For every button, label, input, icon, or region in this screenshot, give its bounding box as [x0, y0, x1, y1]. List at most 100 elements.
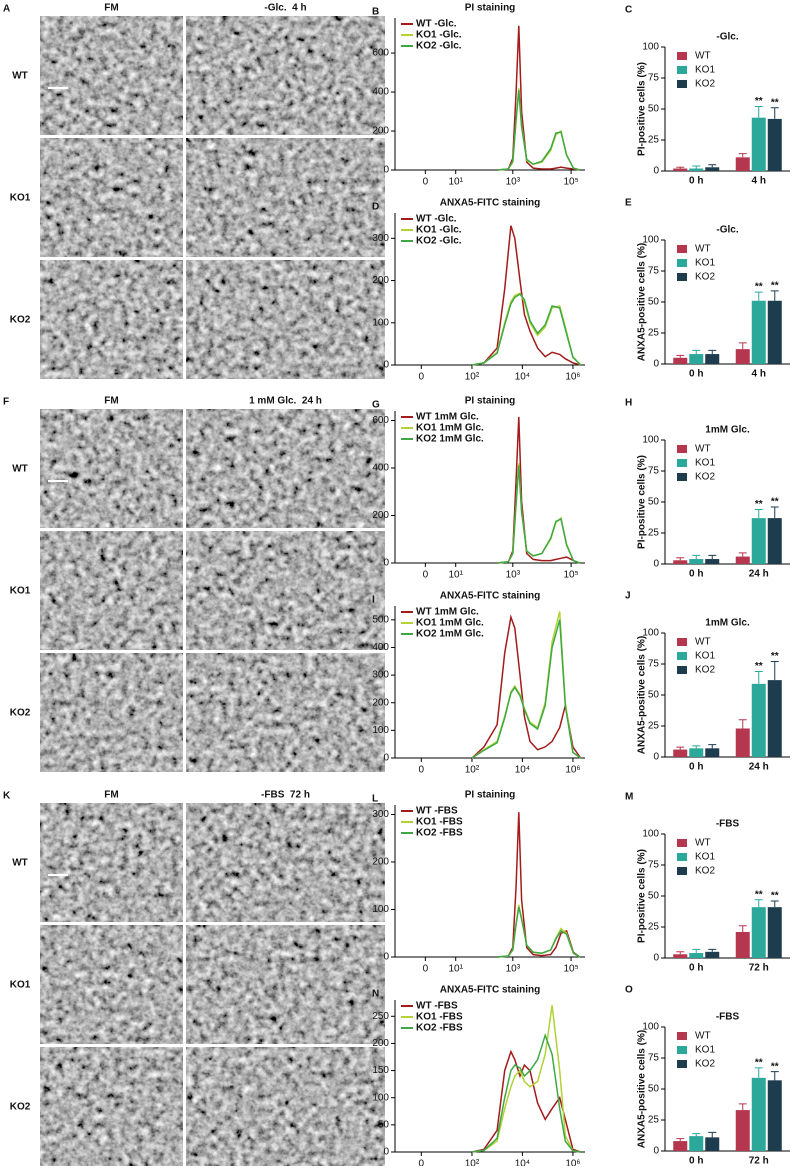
legend-swatch	[677, 666, 687, 674]
histogram-curve	[497, 904, 581, 958]
x-tick-label: 10⁴	[515, 1159, 530, 1166]
legend-label: WT 1mM Glc.	[416, 412, 479, 423]
panel-letter: F	[3, 397, 9, 408]
error-bar	[676, 1138, 685, 1142]
error-bar	[692, 948, 701, 954]
legend-swatch	[677, 652, 687, 660]
x-tick-label: 4 h	[752, 369, 766, 380]
chart-title: 1mM Glc.	[705, 618, 750, 629]
y-tick-label: 100	[642, 1022, 659, 1033]
x-tick-label: 24 h	[749, 569, 769, 580]
chart-title: ANXA5-FITC staining	[440, 591, 541, 602]
row-label: WT	[12, 464, 28, 475]
micrograph	[186, 653, 385, 772]
bar	[689, 748, 704, 757]
y-tick-label: 100	[642, 829, 659, 840]
bar	[751, 1077, 766, 1151]
legend-swatch	[677, 839, 687, 847]
error-bar	[708, 1131, 717, 1138]
legend-label: WT -Glc.	[416, 19, 457, 30]
x-tick-label: 10²	[465, 1159, 480, 1166]
bar	[705, 167, 720, 171]
y-tick-label: 200	[372, 697, 389, 708]
y-axis-label: ANXA5-positive cells (%)	[637, 243, 648, 361]
y-tick-label: 0	[383, 753, 389, 764]
chart-title: PI staining	[465, 396, 516, 407]
legend-label: KO1	[695, 651, 715, 662]
significance: **	[771, 1061, 779, 1072]
y-tick-label: 200	[372, 1038, 389, 1049]
legend-label: KO1 -FBS	[416, 1012, 463, 1023]
y-tick-label: 50	[648, 497, 660, 508]
legend-swatch	[677, 459, 687, 467]
legend-label: KO2	[695, 272, 715, 283]
y-tick-label: 75	[648, 1053, 660, 1064]
x-tick-label: 10¹	[448, 177, 463, 188]
column-header: FM	[104, 790, 118, 801]
legend-label: KO2 -Glc.	[416, 236, 462, 247]
y-tick-label: 0	[653, 166, 659, 177]
legend-label: KO1	[695, 852, 715, 863]
y-tick-label: 50	[648, 104, 660, 115]
legend-swatch	[677, 1032, 687, 1040]
micrograph	[186, 138, 385, 257]
legend-label: KO2	[695, 866, 715, 877]
panel-letter: L	[372, 794, 378, 805]
micrograph	[186, 16, 385, 135]
row-label: KO2	[10, 1102, 31, 1113]
significance: **	[771, 497, 779, 508]
error-bar	[738, 925, 747, 932]
column-header: 1 mM Glc. 24 h	[249, 396, 322, 407]
bar	[735, 728, 750, 757]
error-bar	[754, 899, 763, 908]
error-bar	[692, 745, 701, 749]
legend-label: KO1 -Glc.	[416, 30, 462, 41]
bar	[705, 354, 720, 364]
bar	[767, 300, 782, 364]
histogram-curve	[497, 465, 581, 564]
x-tick-label: 0 h	[689, 369, 703, 380]
y-tick-label: 200	[372, 126, 389, 137]
row-label: KO1	[10, 586, 31, 597]
y-tick-label: 200	[372, 275, 389, 286]
micrograph	[40, 531, 183, 650]
x-tick-label: 10⁶	[565, 372, 580, 383]
chart-title: -FBS	[716, 1012, 740, 1023]
x-tick-label: 10⁶	[565, 1159, 580, 1166]
x-tick-label: 10⁵	[563, 964, 578, 975]
panel-letter: M	[625, 792, 633, 803]
panel-letter: K	[3, 791, 11, 802]
panel-letter: I	[372, 595, 375, 606]
error-bar	[754, 106, 763, 118]
legend-label: KO2 -Glc.	[416, 41, 462, 52]
y-tick-label: 100	[642, 235, 659, 246]
y-tick-label: 0	[653, 752, 659, 763]
column-header: FM	[104, 396, 118, 407]
error-bar	[770, 661, 779, 681]
x-tick-label: 10²	[465, 765, 480, 776]
panel-letter: E	[625, 198, 632, 209]
y-tick-label: 25	[648, 328, 660, 339]
y-tick-label: 100	[642, 628, 659, 639]
micrograph	[186, 260, 385, 379]
significance: **	[755, 499, 763, 510]
histogram-curve	[471, 619, 582, 759]
significance: **	[755, 661, 763, 672]
bar	[673, 168, 688, 171]
panel-letter: B	[372, 7, 379, 18]
panel-letter: A	[3, 4, 10, 15]
y-tick-label: 500	[372, 614, 389, 625]
error-bar	[676, 166, 685, 169]
bar	[673, 954, 688, 958]
legend-label: KO2	[695, 472, 715, 483]
row-label: WT	[12, 858, 28, 869]
legend-label: KO1 -FBS	[416, 817, 463, 828]
error-bar	[770, 290, 779, 301]
error-bar	[708, 744, 717, 749]
y-axis-label: PI-positive cells (%)	[637, 849, 648, 943]
y-tick-label: 50	[648, 1084, 660, 1095]
histogram-curve	[497, 416, 581, 564]
column-header: FM	[104, 3, 118, 14]
column-header: -FBS 72 h	[261, 790, 310, 801]
